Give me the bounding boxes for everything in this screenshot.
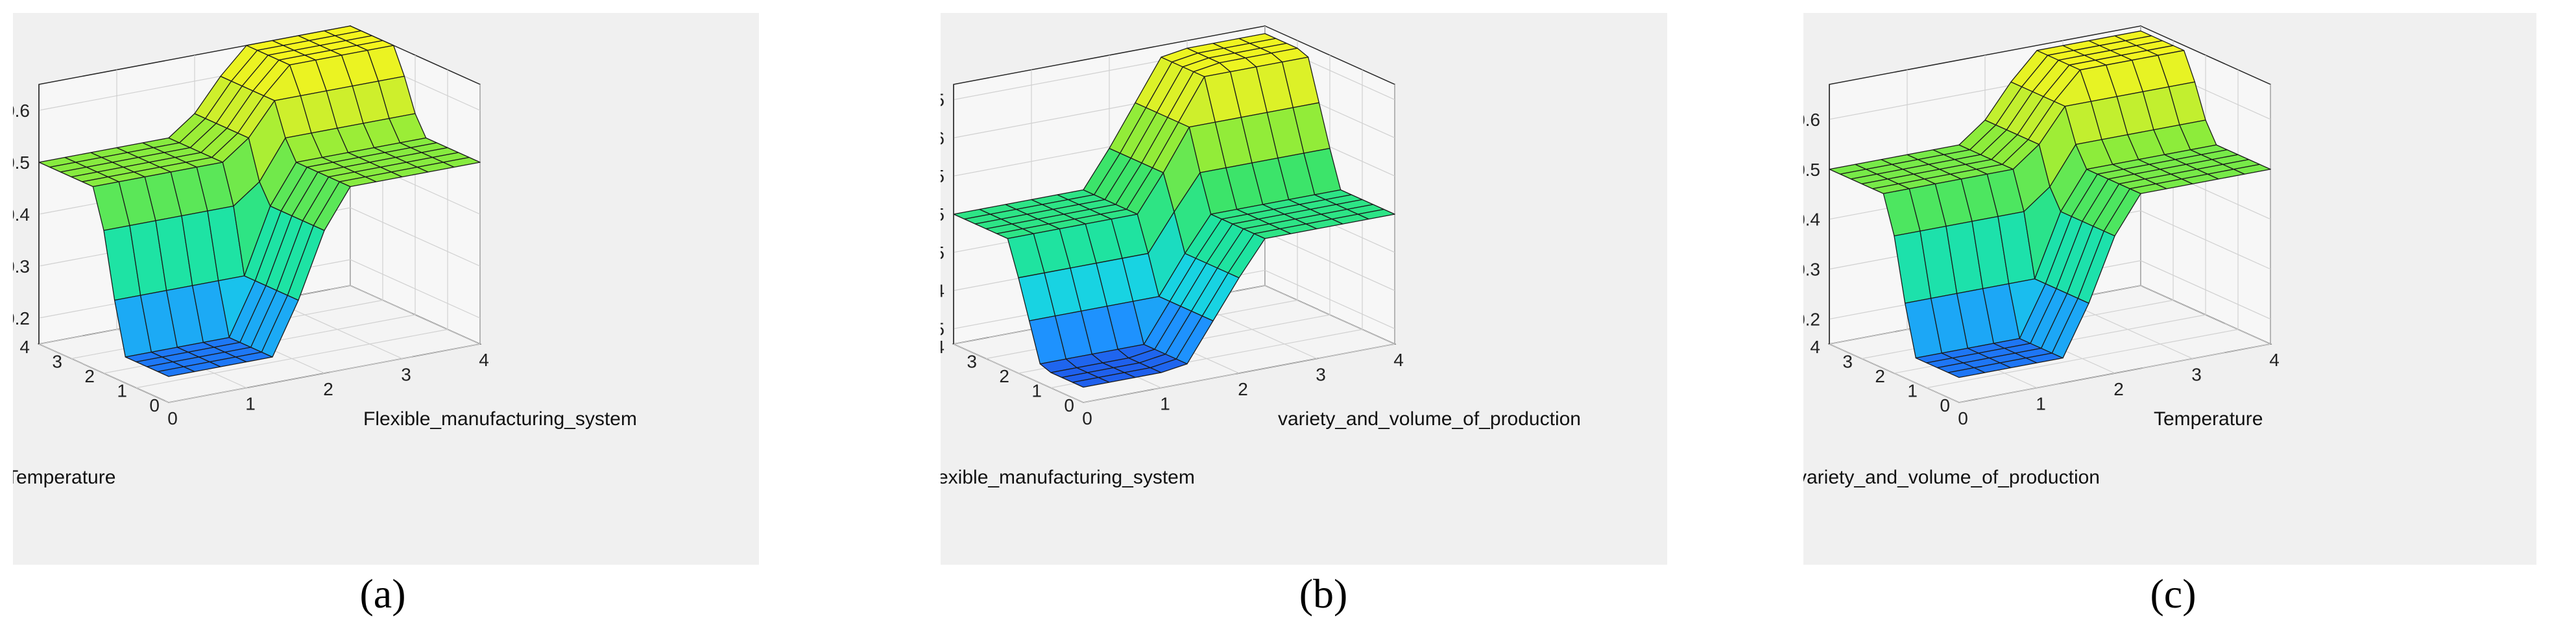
z-tick-label-a: 0.5 (13, 153, 30, 173)
z-tick-label-c: 0.2 (1803, 310, 1820, 330)
z-tick-label-b: 0.5 (941, 204, 945, 225)
surface-patch-b (1357, 208, 1395, 220)
x-tick-label-c: 4 (2269, 350, 2280, 370)
z-tick-label-c: 0.6 (1803, 110, 1820, 130)
z-tick-label-a: 0.4 (13, 204, 30, 225)
surface-patch-a (442, 156, 481, 168)
plot-area-c: 0.2 0.3 0.4 0.5 0.6 0 1 2 3 4 0 1 2 3 4 Reliability_of_… (1803, 13, 2536, 565)
y-tick-label-b: 3 (967, 352, 977, 372)
y-tick-label-c: 3 (1842, 352, 1853, 372)
z-tick-label-b: 0.65 (941, 90, 945, 110)
surface-plot-c: 0.2 0.3 0.4 0.5 0.6 0 1 2 3 4 0 1 2 3 4 Reliability_of_… (1803, 25, 2280, 488)
x-tick-label-c: 0 (1958, 408, 1968, 428)
axis-labels-c: Reliability_of_manufacturerTemperatureva… (1803, 408, 2263, 488)
surface-plot-a: 0.2 0.3 0.4 0.5 0.6 0 1 2 3 4 0 1 2 3 4 Reliability_of_… (13, 25, 637, 488)
axis-ticks-a: 0.2 0.3 0.4 0.5 0.6 0 1 2 3 4 0 1 2 3 4 (13, 84, 489, 428)
surface-patch-c (2233, 164, 2271, 175)
surface-b (953, 33, 1395, 388)
z-tick-label-a: 0.2 (13, 308, 30, 328)
x-tick-label-c: 3 (2191, 365, 2202, 385)
axis-labels-a: Reliability_of_manufacturerFlexible_manu… (13, 408, 637, 488)
x-tick-label-b: 3 (1316, 365, 1326, 385)
y-axis-label-a: Temperature (13, 467, 115, 488)
y-axis-label-c: variety_and_volume_of_production (1803, 467, 2100, 488)
x-axis-label-b: variety_and_volume_of_production (1278, 408, 1581, 430)
caption-a: (a) (359, 571, 406, 617)
x-tick-label-b: 1 (1160, 394, 1170, 414)
panel-b: 0.35 0.4 0.45 0.5 0.55 0.6 0.65 0 1 2 3 4 0 1 2 3 4 Relia… (941, 0, 1706, 640)
z-tick-label-b: 0.4 (941, 281, 945, 301)
y-tick-label-c: 1 (1907, 381, 1918, 401)
y-tick-label-a: 1 (117, 381, 127, 401)
y-tick-label-a: 2 (84, 366, 95, 386)
x-tick-label-a: 3 (401, 365, 411, 385)
z-tick-label-a: 0.6 (13, 101, 30, 121)
x-tick-label-c: 1 (2036, 394, 2046, 414)
x-tick-label-b: 0 (1082, 408, 1092, 428)
surface-a (38, 25, 481, 377)
y-tick-label-a: 0 (149, 395, 160, 415)
x-tick-label-a: 0 (167, 408, 178, 428)
x-tick-label-a: 2 (323, 379, 333, 399)
plot-area-b: 0.35 0.4 0.45 0.5 0.55 0.6 0.65 0 1 2 3 4 0 1 2 3 4 Relia… (941, 13, 1667, 565)
x-axis-label-c: Temperature (2154, 408, 2263, 430)
z-tick-label-a: 0.3 (13, 256, 30, 277)
y-tick-label-c: 0 (1940, 395, 1950, 415)
z-tick-label-b: 0.35 (941, 319, 945, 339)
surface-plot-b: 0.35 0.4 0.45 0.5 0.55 0.6 0.65 0 1 2 3 4 0 1 2 3 4 Relia… (941, 25, 1581, 488)
z-tick-label-c: 0.3 (1803, 260, 1820, 280)
panel-a: 0.2 0.3 0.4 0.5 0.6 0 1 2 3 4 0 1 2 3 4 Reliability_of_… (0, 0, 765, 640)
x-tick-label-b: 4 (1393, 350, 1404, 370)
caption-c: (c) (2150, 571, 2197, 617)
x-tick-label-b: 2 (1238, 379, 1248, 399)
z-tick-label-c: 0.4 (1803, 210, 1820, 230)
axis-ticks-c: 0.2 0.3 0.4 0.5 0.6 0 1 2 3 4 0 1 2 3 4 (1803, 84, 2280, 428)
x-tick-label-a: 1 (245, 394, 256, 414)
z-tick-label-b: 0.6 (941, 128, 945, 148)
z-tick-label-b: 0.45 (941, 243, 945, 263)
z-tick-label-b: 0.55 (941, 166, 945, 186)
y-axis-label-b: Flexible_manufacturing_system (941, 467, 1195, 488)
axis-labels-b: Reliability_of_manufacturervariety_and_v… (941, 408, 1581, 488)
y-tick-label-c: 2 (1875, 366, 1885, 386)
y-tick-label-a: 4 (19, 337, 30, 357)
y-tick-label-b: 0 (1064, 395, 1074, 415)
caption-b: (b) (1299, 571, 1348, 617)
y-tick-label-c: 4 (1810, 337, 1820, 357)
y-tick-label-b: 4 (941, 337, 945, 357)
z-tick-label-c: 0.5 (1803, 160, 1820, 180)
panel-c: 0.2 0.3 0.4 0.5 0.6 0 1 2 3 4 0 1 2 3 4 Reliability_of_… (1803, 0, 2569, 640)
x-axis-label-a: Flexible_manufacturing_system (363, 408, 637, 430)
y-tick-label-a: 3 (52, 352, 62, 372)
x-tick-label-a: 4 (479, 350, 489, 370)
y-tick-label-b: 2 (999, 366, 1009, 386)
surface-c (1829, 31, 2271, 378)
axis-ticks-b: 0.35 0.4 0.45 0.5 0.55 0.6 0.65 0 1 2 3 4 0 1 2 3 4 (941, 84, 1404, 428)
y-tick-label-b: 1 (1031, 381, 1042, 401)
x-tick-label-c: 2 (2113, 379, 2124, 399)
plot-area-a: 0.2 0.3 0.4 0.5 0.6 0 1 2 3 4 0 1 2 3 4 Reliability_of_… (13, 13, 759, 565)
